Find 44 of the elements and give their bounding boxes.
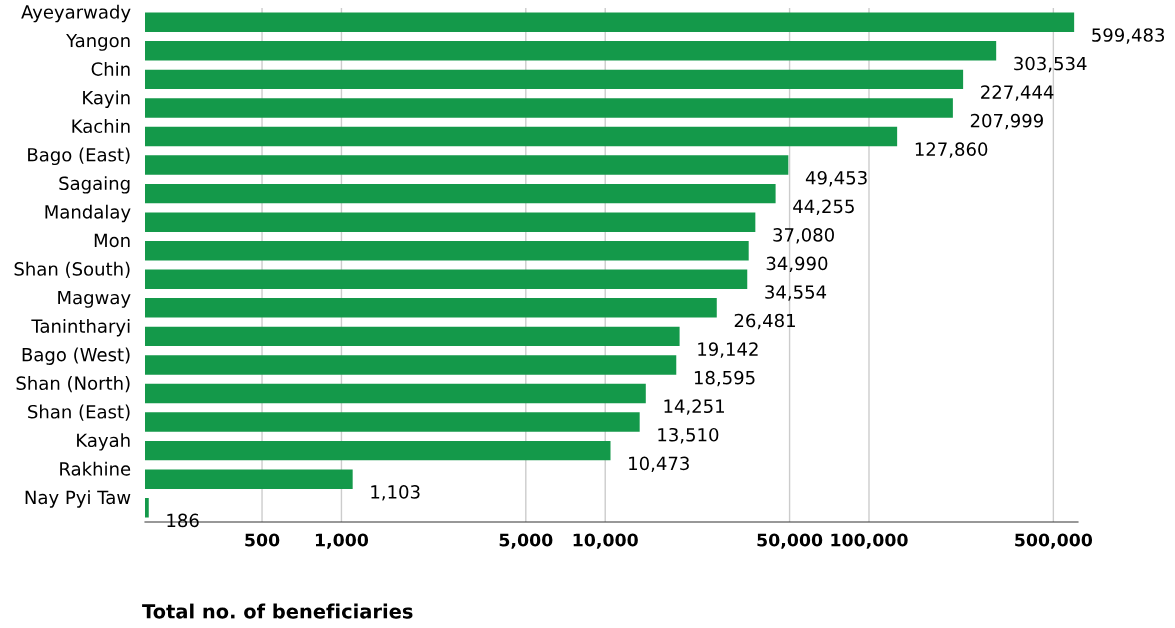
y-tick-label: Chin — [91, 61, 130, 76]
x-axis-title: Total no. of beneficiaries — [142, 603, 413, 619]
y-tick-label: Yangon — [66, 33, 130, 51]
y-tick-label: Kayah — [77, 433, 130, 451]
x-tick-label: 10,000 — [573, 533, 638, 549]
y-tick-label: Nay Pyi Taw — [25, 490, 131, 508]
y-tick-label: Bago (West) — [22, 347, 130, 365]
data-label: 207,999 — [970, 113, 1043, 130]
y-tick-label: Sagaing — [59, 176, 130, 194]
data-label: 1,103 — [371, 485, 420, 501]
data-label: 18,595 — [694, 370, 755, 387]
y-tick-label: Shan (South) — [14, 261, 130, 278]
y-tick-label: Mon — [94, 233, 130, 248]
y-tick-label: Magway — [58, 290, 131, 308]
y-tick-label: Bago (East) — [28, 147, 130, 166]
y-tick-label: Shan (North) — [16, 376, 130, 393]
data-label: 19,142 — [698, 342, 758, 358]
data-label: 34,990 — [766, 256, 828, 273]
data-label: 186 — [167, 513, 199, 528]
data-label: 10,473 — [629, 456, 689, 472]
y-tick-label: Kayin — [83, 90, 130, 108]
y-tick-label: Tanintharyi — [31, 318, 130, 337]
x-tick-label: 500,000 — [1015, 533, 1093, 549]
data-label: 599,483 — [1092, 28, 1165, 44]
data-label: 34,554 — [765, 285, 827, 301]
y-tick-label: Rakhine — [60, 461, 131, 476]
data-label: 37,080 — [773, 228, 834, 244]
data-label: 127,860 — [915, 142, 988, 158]
data-label: 49,453 — [805, 170, 867, 187]
x-tick-label: 500 — [245, 533, 280, 547]
data-label: 227,444 — [981, 85, 1054, 101]
y-tick-label: Shan (East) — [28, 404, 130, 421]
data-label: 13,510 — [658, 427, 719, 444]
x-tick-label: 50,000 — [757, 533, 823, 549]
data-label: 303,534 — [1014, 56, 1087, 73]
data-label: 26,481 — [734, 313, 795, 330]
y-tick-label: Mandalay — [45, 204, 131, 223]
x-tick-label: 1,000 — [315, 533, 369, 549]
data-label: 14,251 — [664, 399, 724, 415]
data-label: 44,255 — [793, 199, 854, 215]
x-tick-label: 5,000 — [499, 533, 553, 549]
y-tick-label: Ayeyarwady — [21, 4, 131, 23]
y-tick-label: Kachin — [72, 119, 130, 133]
x-tick-label: 100,000 — [831, 533, 908, 549]
